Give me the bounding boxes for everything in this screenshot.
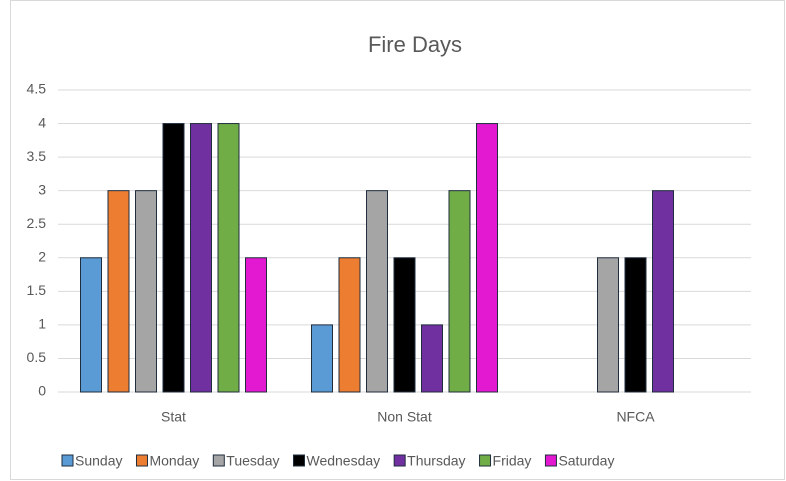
bar [597, 257, 619, 393]
legend-label: Saturday [558, 453, 614, 469]
legend-swatch [544, 454, 557, 467]
bar [311, 324, 333, 393]
bar [366, 190, 388, 393]
y-tick-label: 4 [38, 114, 46, 130]
legend-label: Wednesday [306, 453, 380, 469]
bar [624, 257, 647, 393]
legend-label: Tuesday [226, 453, 279, 469]
bar [135, 190, 157, 393]
chart-title: Fire Days [368, 32, 462, 57]
y-tick-label: 2 [38, 248, 46, 264]
y-tick-label: 3 [38, 181, 46, 197]
bar [338, 257, 361, 393]
bar [162, 123, 185, 393]
y-tick-label: 0.5 [27, 349, 47, 365]
x-tick-label: Non Stat [377, 409, 432, 425]
y-tick-label: 3.5 [27, 148, 47, 164]
legend-label: Sunday [75, 453, 122, 469]
legend-label: Thursday [407, 453, 465, 469]
y-tick-label: 2.5 [27, 215, 47, 231]
legend-label: Friday [493, 453, 532, 469]
bar [448, 190, 471, 393]
legend-swatch [479, 454, 492, 467]
legend-swatch [61, 454, 74, 467]
legend-swatch [212, 454, 225, 467]
bar [652, 190, 674, 393]
y-tick-label: 0 [38, 383, 46, 399]
legend-label: Monday [149, 453, 199, 469]
bar [190, 123, 212, 393]
bar [245, 257, 267, 393]
x-tick-label: Stat [161, 409, 186, 425]
y-tick-label: 1 [38, 316, 46, 332]
bar [421, 324, 443, 393]
x-tick-label: NFCA [616, 409, 655, 425]
bar [393, 257, 416, 393]
y-tick-label: 4.5 [27, 81, 47, 97]
legend-swatch [135, 454, 148, 467]
bar [217, 123, 240, 393]
legend-swatch [393, 454, 406, 467]
bar [80, 257, 102, 393]
bar [476, 123, 498, 393]
bar [107, 190, 130, 393]
y-tick-label: 1.5 [27, 282, 47, 298]
legend-swatch [292, 454, 305, 467]
